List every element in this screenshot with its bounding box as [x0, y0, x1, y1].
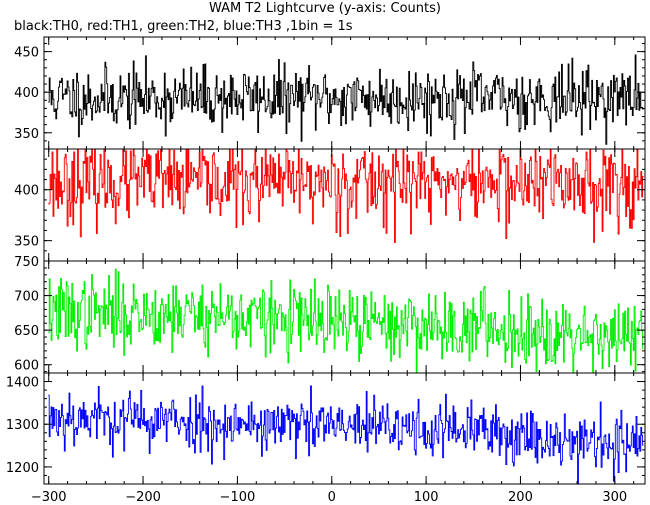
y-tick-label-TH1: 350 — [14, 235, 39, 250]
series-line-TH3 — [48, 385, 644, 484]
panel-frame-TH1 — [43, 148, 646, 262]
chart-title: WAM T2 Lightcurve (y-axis: Counts) — [209, 1, 441, 16]
y-tick-label-TH3: 1200 — [6, 461, 39, 476]
x-tick-label: 100 — [414, 490, 439, 505]
y-tick-label-TH2: 700 — [14, 290, 39, 305]
y-tick-label-TH0: 450 — [14, 46, 39, 61]
x-tick-label: 200 — [508, 490, 533, 505]
series-line-TH0 — [48, 54, 644, 145]
y-tick-label-TH1: 400 — [14, 184, 39, 199]
y-tick-label-TH0: 350 — [14, 127, 39, 142]
x-tick-label: −100 — [220, 490, 256, 505]
y-tick-label-TH2: 750 — [14, 255, 39, 270]
panel-frame-TH3 — [43, 372, 646, 485]
x-tick-label: 300 — [602, 490, 627, 505]
y-tick-label-TH3: 1300 — [6, 418, 39, 433]
y-tick-label-TH2: 600 — [14, 359, 39, 374]
chart-subtitle: black:TH0, red:TH1, green:TH2, blue:TH3 … — [14, 19, 353, 34]
x-tick-label: −300 — [31, 490, 67, 505]
y-tick-label-TH0: 400 — [14, 86, 39, 101]
y-tick-label-TH3: 1400 — [6, 376, 39, 391]
series-line-TH2 — [48, 268, 644, 373]
y-tick-label-TH2: 650 — [14, 324, 39, 339]
x-tick-label: 0 — [328, 490, 336, 505]
x-tick-label: −200 — [125, 490, 161, 505]
series-line-TH1 — [48, 149, 644, 243]
